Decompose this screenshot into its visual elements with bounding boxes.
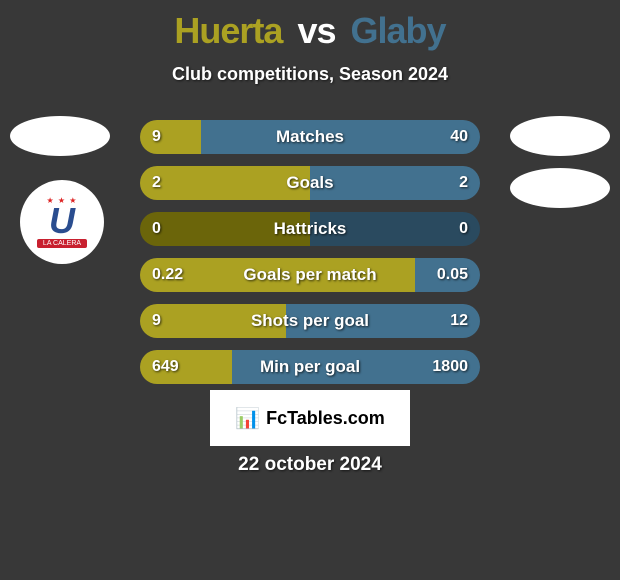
stat-value-right: 12 bbox=[450, 304, 468, 338]
watermark: 📊 FcTables.com bbox=[210, 390, 410, 446]
stat-label: Matches bbox=[140, 120, 480, 154]
stat-label: Goals per match bbox=[140, 258, 480, 292]
subtitle: Club competitions, Season 2024 bbox=[0, 64, 620, 85]
club-badge: ★ ★ ★ U LA CALERA bbox=[20, 180, 104, 264]
stat-bars: 9Matches40 2Goals2 0Hattricks0 0.22Goals pe… bbox=[140, 120, 480, 396]
title: Huerta vs Glaby bbox=[0, 0, 620, 52]
title-player2: Glaby bbox=[351, 10, 446, 51]
stat-value-right: 0 bbox=[459, 212, 468, 246]
side-logo-right-2 bbox=[510, 168, 610, 208]
stat-value-right: 1800 bbox=[432, 350, 468, 384]
stat-label: Shots per goal bbox=[140, 304, 480, 338]
stat-row: 9Shots per goal12 bbox=[140, 304, 480, 338]
stat-row: 9Matches40 bbox=[140, 120, 480, 154]
stat-label: Hattricks bbox=[140, 212, 480, 246]
stat-row: 649Min per goal1800 bbox=[140, 350, 480, 384]
title-player1: Huerta bbox=[174, 10, 282, 51]
stat-row: 0.22Goals per match0.05 bbox=[140, 258, 480, 292]
stat-row: 0Hattricks0 bbox=[140, 212, 480, 246]
stat-label: Goals bbox=[140, 166, 480, 200]
badge-ribbon: LA CALERA bbox=[37, 239, 87, 248]
stat-value-right: 40 bbox=[450, 120, 468, 154]
side-logo-right-1 bbox=[510, 116, 610, 156]
side-logo-left-1 bbox=[10, 116, 110, 156]
stat-value-right: 0.05 bbox=[437, 258, 468, 292]
watermark-text: FcTables.com bbox=[266, 408, 385, 429]
title-vs: vs bbox=[297, 10, 335, 51]
chart-icon: 📊 bbox=[235, 406, 260, 431]
date-text: 22 october 2024 bbox=[0, 454, 620, 476]
stat-label: Min per goal bbox=[140, 350, 480, 384]
stat-value-right: 2 bbox=[459, 166, 468, 200]
stat-row: 2Goals2 bbox=[140, 166, 480, 200]
badge-letter: U bbox=[49, 205, 75, 237]
